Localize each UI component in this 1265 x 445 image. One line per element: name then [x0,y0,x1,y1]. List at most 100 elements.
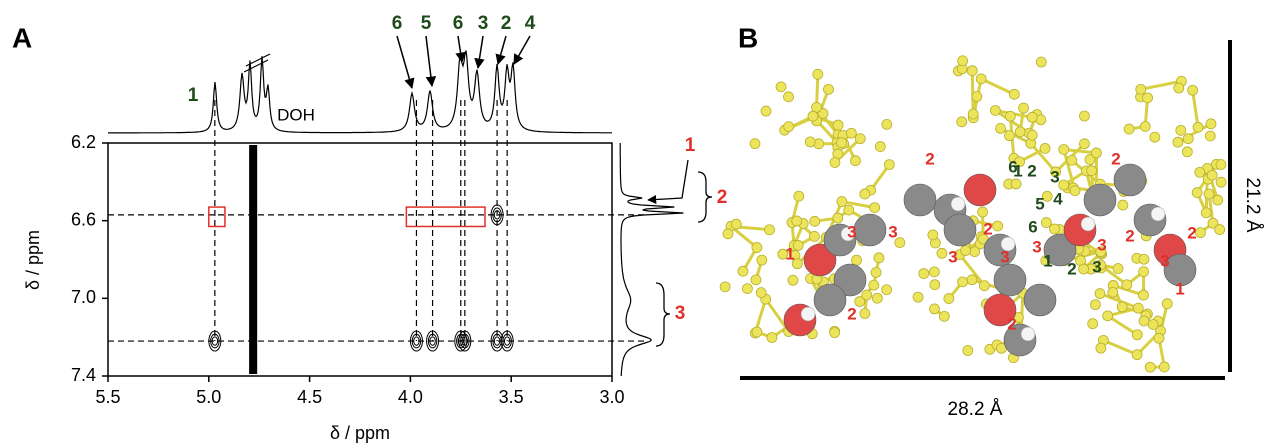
atom [793,190,805,202]
atom [993,263,1027,297]
atom [1138,253,1150,265]
atom [764,224,775,236]
molecule-model [719,55,1227,373]
atom [783,91,794,103]
atom [1215,159,1227,170]
cross-peak [458,330,472,352]
atom [1058,144,1070,155]
atom [1153,332,1165,344]
atom [943,213,977,247]
atom [929,279,941,291]
atom [1121,279,1133,291]
atom [737,265,749,277]
atom [1142,92,1153,104]
cross-peak [429,336,436,346]
bond [1063,147,1097,155]
arrow [647,159,689,205]
y-tick-label: 6.2 [71,132,96,152]
atom [975,73,987,85]
atom-label: 2 [1125,226,1134,245]
atom [1138,289,1149,301]
atom [809,231,820,242]
atom [1112,263,1124,274]
panel-label: B [738,22,758,53]
atom [1132,302,1144,314]
atom [966,274,978,286]
atom [751,326,763,338]
peak-label: 1 [188,85,199,106]
atom [1079,138,1090,150]
atom [1138,315,1150,327]
atom [1087,318,1099,330]
atom-label: 3 [1160,251,1169,270]
y-tick-label: 7.0 [71,287,96,307]
x-tick-label: 3.5 [499,387,524,407]
atom [1083,183,1117,217]
atom [1138,266,1150,278]
bond [1106,314,1139,337]
cross-peak [211,336,219,346]
atom [1078,263,1090,275]
atom [777,248,789,260]
atom [836,137,847,149]
y-axis-label: δ / ppm [23,230,43,290]
atom-label: 3 [1092,257,1101,276]
atom-label: 6 [1028,217,1037,236]
atom [792,258,803,270]
atom [1039,143,1051,154]
atom [881,118,893,130]
x-tick-label: 5.5 [95,387,120,407]
bond [1099,292,1139,310]
peak-label: 3 [675,303,686,324]
atom-label: 2 [1187,223,1196,242]
atom [1040,217,1052,228]
arrow [396,35,415,90]
atom [1058,179,1070,191]
scale-label: 28.2 Å [948,399,1003,420]
atom [760,105,772,117]
atom [869,202,881,214]
atom [854,133,866,145]
atom [1205,118,1217,130]
atom-label: 3 [1000,247,1009,266]
peak-label: 2 [717,187,728,208]
peak-label: 6 [392,13,403,34]
cross-peak [426,330,440,352]
atom [962,345,974,356]
atom [943,293,955,304]
bond [1191,90,1200,128]
x-tick-label: 4.0 [398,387,423,407]
bond [970,70,975,115]
atom [1212,194,1224,206]
atom [1049,223,1060,235]
atom [1080,216,1096,232]
atom [803,243,837,277]
peak-label: 5 [421,13,432,34]
peak-label: 2 [501,13,512,34]
bond [1140,79,1182,91]
atom [1090,147,1102,159]
atom [1149,131,1161,143]
atom [1194,166,1206,178]
x-tick-label: 3.0 [599,387,624,407]
bond [999,127,1032,145]
atom [1000,236,1016,252]
atom-label: 2 [1111,149,1120,168]
cross-peak [502,333,512,349]
atom [1161,298,1173,310]
atom [851,254,862,266]
atom [977,206,988,218]
atom [833,263,867,297]
atom [1107,286,1119,298]
atom [1207,217,1219,229]
atom-label: 3 [1050,167,1059,186]
atom [957,276,968,288]
cross-peak [460,333,470,349]
atom [1117,199,1129,211]
x-axis-label: δ / ppm [330,423,390,443]
highlight-box [405,206,486,228]
atom [1195,227,1206,239]
atom [751,242,763,253]
atom [1090,299,1101,311]
atom [966,65,978,77]
